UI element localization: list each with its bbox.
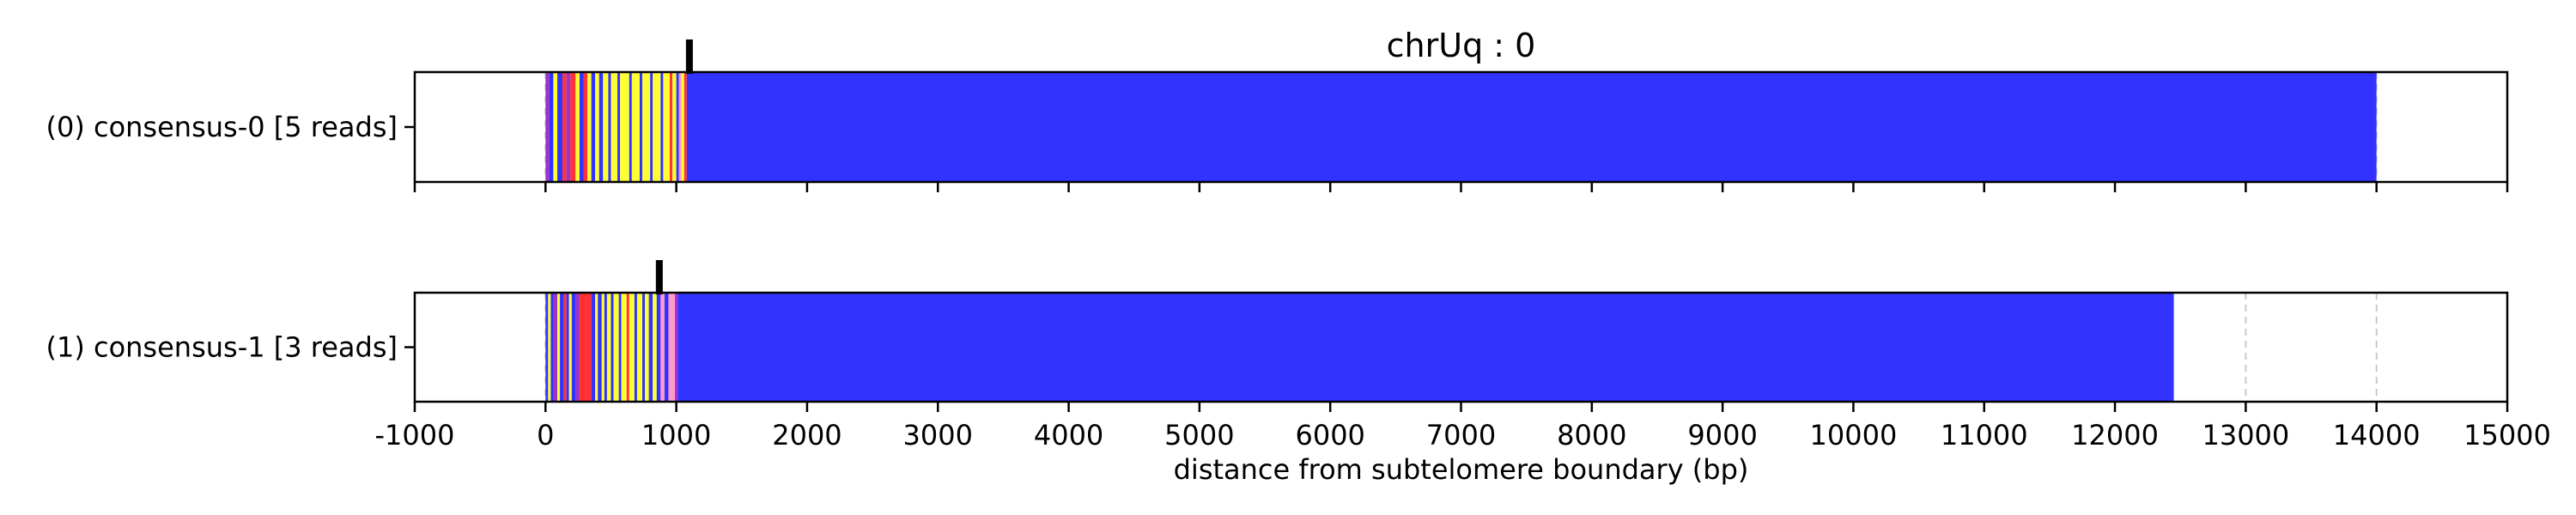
track-segment	[553, 293, 558, 402]
track-segment	[604, 293, 607, 402]
track-segment	[675, 293, 678, 402]
track-segment	[557, 72, 563, 182]
track-segment	[683, 72, 687, 182]
track-segment	[670, 72, 673, 182]
track-segment	[545, 72, 550, 182]
track-segment	[550, 293, 554, 402]
track-segment	[545, 293, 549, 402]
track-segment	[598, 293, 602, 402]
x-tick-label: 10000	[1810, 419, 1898, 451]
x-tick-label: 7000	[1426, 419, 1496, 451]
track-segment	[606, 293, 611, 402]
track-segment	[611, 293, 614, 402]
track-segment	[571, 293, 576, 402]
x-tick-label: 15000	[2464, 419, 2551, 451]
track-segment	[626, 293, 629, 402]
chart-title: chrUq : 0	[1387, 27, 1536, 64]
x-tick-label: 8000	[1557, 419, 1626, 451]
track-segment	[653, 72, 661, 182]
ticks-layer	[404, 125, 2509, 412]
track-segment	[575, 72, 580, 182]
track-segment	[598, 72, 604, 182]
x-tick-label: -1000	[375, 419, 455, 451]
track-segment	[570, 72, 576, 182]
track-segment	[677, 293, 2174, 402]
segments-layer	[545, 72, 2377, 402]
track-segment	[618, 293, 622, 402]
track-segment	[678, 72, 682, 182]
track-segment	[621, 293, 627, 402]
track-segment	[636, 293, 643, 402]
track-label: (0) consensus-0 [5 reads]	[46, 111, 398, 143]
position-marker	[655, 260, 663, 294]
track-segment	[634, 293, 637, 402]
track-segment	[579, 293, 592, 402]
markers-layer	[655, 39, 693, 294]
x-tick-label: 5000	[1164, 419, 1234, 451]
track-segment	[660, 293, 665, 402]
track-segment	[650, 72, 653, 182]
track-segment	[660, 72, 664, 182]
track-segment	[629, 72, 632, 182]
track-segment	[663, 72, 671, 182]
x-tick-label: 9000	[1687, 419, 1757, 451]
x-tick-label: 1000	[641, 419, 711, 451]
track-segment	[591, 72, 596, 182]
x-tick-label: 0	[537, 419, 554, 451]
track-segment	[557, 293, 561, 402]
track-segment	[664, 293, 669, 402]
track-segment	[645, 293, 649, 402]
track-segment	[653, 293, 657, 402]
track-segment	[676, 72, 679, 182]
track-segment	[563, 293, 567, 402]
track-segment	[631, 72, 640, 182]
track-segment	[686, 72, 2377, 182]
position-marker	[685, 39, 693, 74]
track-segment	[642, 293, 646, 402]
track-segment	[553, 72, 558, 182]
x-tick-label: 11000	[1941, 419, 2028, 451]
track-segment	[617, 72, 621, 182]
track-segment	[568, 293, 572, 402]
x-tick-label: 14000	[2333, 419, 2421, 451]
track-segment	[608, 72, 611, 182]
x-tick-label: 6000	[1295, 419, 1364, 451]
track-segment	[560, 293, 564, 402]
x-tick-label: 2000	[772, 419, 841, 451]
x-tick-label: 4000	[1034, 419, 1103, 451]
track-segment	[595, 293, 598, 402]
track-segment	[656, 293, 661, 402]
track-segment	[620, 72, 629, 182]
track-segment	[629, 293, 635, 402]
track-segment	[562, 72, 567, 182]
track-segment	[668, 293, 676, 402]
x-tick-label: 13000	[2202, 419, 2289, 451]
track-segment	[583, 72, 588, 182]
track-segment	[611, 72, 618, 182]
track-segment	[681, 72, 684, 182]
track-segment	[579, 72, 584, 182]
track-segment	[642, 72, 651, 182]
track-segment	[595, 72, 599, 182]
track-segment	[587, 72, 592, 182]
track-segment	[601, 293, 605, 402]
x-axis-label: distance from subtelomere boundary (bp)	[1174, 453, 1749, 486]
track-segment	[566, 72, 571, 182]
labels-layer: chrUq : 0 distance from subtelomere boun…	[46, 27, 2550, 486]
track-segment	[549, 72, 554, 182]
track-segment	[672, 72, 677, 182]
track-segment	[613, 293, 619, 402]
track-segment	[603, 72, 609, 182]
track-segment	[591, 293, 596, 402]
track-segment	[648, 293, 653, 402]
track-segment	[548, 293, 551, 402]
x-tick-label: 3000	[903, 419, 973, 451]
track-segment	[575, 293, 580, 402]
x-tick-label: 12000	[2071, 419, 2159, 451]
track-segment	[639, 72, 643, 182]
track-label: (1) consensus-1 [3 reads]	[46, 331, 398, 364]
track-segment	[566, 293, 569, 402]
